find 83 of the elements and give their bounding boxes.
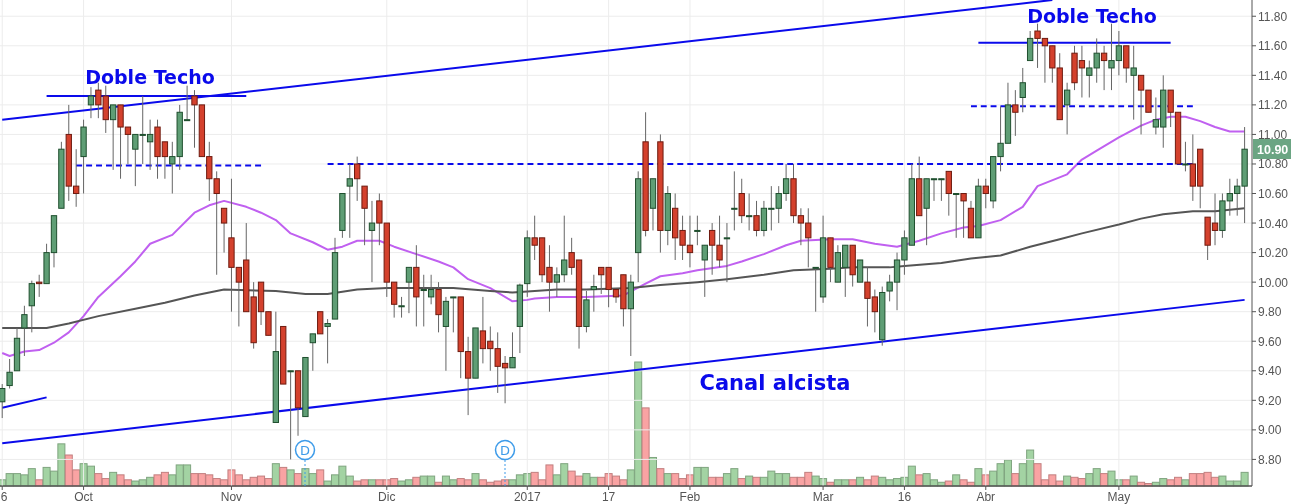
candlestick — [36, 274, 43, 298]
y-tick-label: 11.00 — [1258, 127, 1288, 142]
bar — [1011, 473, 1020, 487]
annotation: D — [299, 443, 311, 458]
candlestick — [745, 193, 753, 231]
bar — [316, 469, 325, 487]
y-tick-label: 11.80 — [1258, 9, 1288, 24]
line-series — [1, 115, 1246, 358]
y-tick-label: 9.40 — [1258, 364, 1282, 379]
candlestick — [287, 370, 294, 460]
x-tick-label: 17 — [601, 490, 616, 504]
bar — [286, 469, 295, 487]
candlestick — [28, 280, 35, 333]
candlestick — [405, 266, 413, 314]
candlestick — [590, 274, 597, 313]
candlestick — [346, 163, 353, 239]
bar — [471, 473, 480, 487]
candlestick — [324, 318, 331, 364]
x-tick-label: Mar — [812, 490, 834, 504]
x-tick-label: Nov — [220, 490, 243, 504]
candlestick — [1182, 141, 1189, 172]
candlestick — [753, 200, 760, 237]
annotation: D — [499, 443, 511, 458]
candlestick — [87, 86, 95, 119]
x-tick-label: Feb — [679, 490, 701, 504]
annotation: Doble Techo — [85, 66, 215, 88]
x-tick-label: May — [1107, 490, 1131, 504]
y-tick-label: 11.40 — [1258, 68, 1288, 83]
x-tick-label: 2017 — [513, 490, 541, 504]
y-tick-label: 8.80 — [1258, 452, 1282, 467]
candlestick — [1130, 45, 1137, 121]
candlestick — [354, 156, 361, 202]
y-tick-label: 10.00 — [1258, 275, 1289, 290]
candlestick — [450, 296, 457, 333]
y-tick-label: 9.60 — [1258, 334, 1282, 349]
candlestick — [856, 259, 864, 283]
text: 10.90 — [1257, 143, 1289, 157]
x-tick-label: 16 — [897, 490, 912, 504]
x-tick-label: 6 — [0, 490, 8, 504]
candlestick — [701, 244, 708, 298]
candlestick — [109, 104, 117, 171]
y-tick-label: 11.20 — [1258, 98, 1288, 113]
candlestick — [731, 170, 738, 231]
candlestick — [953, 193, 960, 239]
candlestick — [738, 178, 745, 224]
candlestick — [6, 358, 13, 389]
candlestick — [1100, 45, 1108, 91]
y-tick-label: 10.80 — [1258, 157, 1289, 172]
annotation: Doble Techo — [1027, 5, 1157, 27]
candlestick — [1063, 82, 1071, 135]
bar — [974, 468, 983, 487]
candlestick — [945, 170, 952, 217]
candlestick — [723, 222, 731, 283]
candlestick — [368, 200, 376, 283]
x-tick-label: Oct — [74, 490, 94, 504]
candlestick — [694, 215, 701, 246]
candlestick — [509, 331, 516, 369]
candlestick — [960, 193, 967, 239]
y-tick-label: 9.00 — [1258, 423, 1282, 438]
y-tick-label: 11.60 — [1258, 39, 1288, 54]
candlestick — [1012, 89, 1019, 137]
candlestick — [317, 311, 324, 335]
line-series — [1, 207, 1246, 329]
candlestick — [1019, 67, 1026, 113]
x-tick-label: Abr — [976, 490, 996, 504]
y-tick-label: 9.20 — [1258, 393, 1282, 408]
candlestick — [398, 296, 405, 319]
candlestick — [309, 333, 316, 372]
bar — [641, 407, 650, 487]
y-tick-label: 10.60 — [1258, 187, 1289, 202]
candlestick — [21, 305, 28, 357]
y-tick-label: 9.80 — [1258, 305, 1282, 320]
candlestick — [1123, 45, 1130, 84]
annotation: Canal alcista — [699, 371, 851, 395]
candlestick — [220, 207, 228, 254]
candlestick — [0, 383, 6, 419]
y-tick-label: 10.20 — [1258, 246, 1289, 261]
y-tick-label: 10.40 — [1258, 216, 1289, 231]
bar — [656, 468, 665, 487]
candlestick — [1026, 30, 1034, 62]
candlestick — [361, 185, 368, 246]
candlestick — [982, 178, 989, 209]
x-tick-label: Dic — [378, 490, 396, 504]
